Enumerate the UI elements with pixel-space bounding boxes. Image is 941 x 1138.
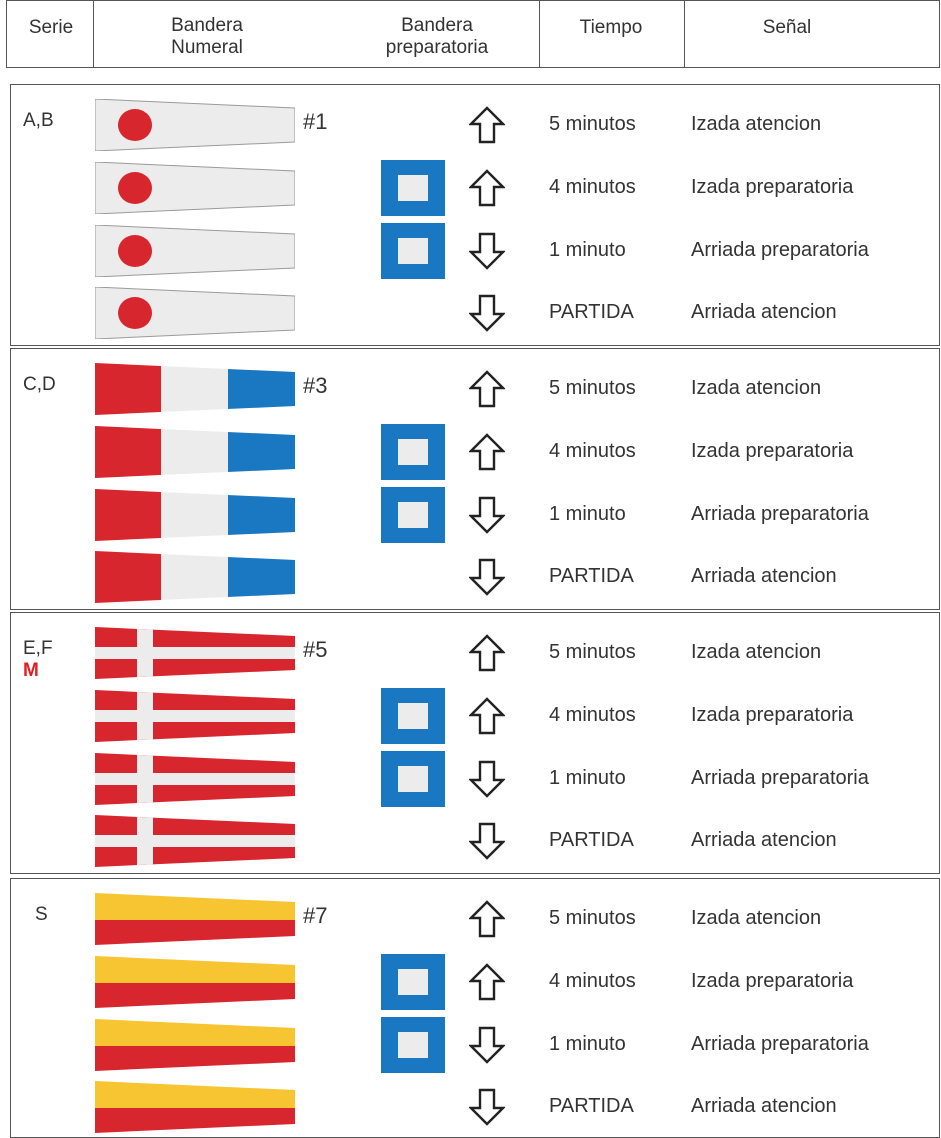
serie-extra-label: M: [23, 660, 39, 681]
serie-label: C,D: [23, 374, 56, 395]
senal-label: Arriada preparatoria: [691, 239, 869, 261]
senal-label: Arriada atencion: [691, 1095, 837, 1117]
senal-label: Izada atencion: [691, 377, 822, 399]
numeral-label: #5: [303, 637, 328, 662]
header-bandera-numeral: Bandera Numeral: [117, 15, 297, 59]
arrow-up-icon: [468, 697, 506, 735]
senal-label: Arriada preparatoria: [691, 503, 869, 525]
senal-label: Izada atencion: [691, 641, 822, 663]
preparatory-flag: [381, 223, 445, 279]
numeral-pennant-pennant-7: [95, 893, 295, 950]
senal-label: Izada preparatoria: [691, 440, 854, 462]
tiempo-label: 4 minutos: [549, 704, 636, 726]
senal-label: Izada atencion: [691, 113, 822, 135]
numeral-pennant-pennant-3: [95, 363, 295, 420]
numeral-pennant-pennant-1: [94, 286, 296, 344]
header-numeral-line1: Bandera: [171, 15, 243, 36]
senal-label: Arriada atencion: [691, 565, 837, 587]
header-divider: [93, 1, 94, 67]
arrow-down-icon: [468, 496, 506, 534]
numeral-pennant-pennant-5: [95, 627, 295, 684]
numeral-label: #3: [303, 373, 328, 398]
table-header: Serie Bandera Numeral Bandera preparator…: [6, 0, 940, 68]
senal-label: Arriada preparatoria: [691, 767, 869, 789]
tiempo-label: PARTIDA: [549, 565, 634, 587]
numeral-pennant-pennant-5: [95, 690, 295, 747]
numeral-pennant-pennant-7: [95, 1081, 295, 1138]
header-numeral-line2: Numeral: [171, 37, 243, 58]
senal-label: Arriada preparatoria: [691, 1033, 869, 1055]
arrow-up-icon: [468, 433, 506, 471]
arrow-down-icon: [468, 558, 506, 596]
arrow-down-icon: [468, 294, 506, 332]
preparatory-flag: [381, 1017, 445, 1073]
tiempo-label: 4 minutos: [549, 970, 636, 992]
preparatory-flag: [381, 751, 445, 807]
signal-group: E,F M #5 5 minutos Izada atencion 4 minutos Iz…: [10, 612, 940, 874]
arrow-down-icon: [468, 232, 506, 270]
tiempo-label: 1 minuto: [549, 767, 626, 789]
senal-label: Izada atencion: [691, 907, 822, 929]
header-tiempo: Tiempo: [579, 17, 643, 38]
header-prep-line1: Bandera: [401, 15, 473, 36]
preparatory-flag: [381, 424, 445, 480]
signal-group: C,D #3 5 minutos Izada atencion 4 minutos Iza…: [10, 348, 940, 610]
tiempo-label: 1 minuto: [549, 503, 626, 525]
serie-label: E,F: [23, 638, 53, 659]
tiempo-label: PARTIDA: [549, 1095, 634, 1117]
arrow-down-icon: [468, 760, 506, 798]
tiempo-label: PARTIDA: [549, 301, 634, 323]
numeral-label: #7: [303, 903, 328, 928]
senal-label: Arriada atencion: [691, 829, 837, 851]
tiempo-label: 5 minutos: [549, 113, 636, 135]
serie-label: S: [35, 904, 48, 925]
arrow-down-icon: [468, 822, 506, 860]
header-serie: Serie: [28, 17, 74, 38]
tiempo-label: 5 minutos: [549, 377, 636, 399]
tiempo-label: 1 minuto: [549, 239, 626, 261]
tiempo-label: 4 minutos: [549, 440, 636, 462]
arrow-up-icon: [468, 963, 506, 1001]
signal-group: A,B #1 5 minutos Izada atencion 4 minutos Iza…: [10, 84, 940, 346]
numeral-pennant-pennant-3: [95, 489, 295, 546]
numeral-pennant-pennant-3: [95, 551, 295, 608]
tiempo-label: 1 minuto: [549, 1033, 626, 1055]
header-bandera-preparatoria: Bandera preparatoria: [337, 15, 537, 59]
senal-label: Izada preparatoria: [691, 176, 854, 198]
tiempo-label: 5 minutos: [549, 907, 636, 929]
numeral-pennant-pennant-1: [94, 161, 296, 219]
numeral-pennant-pennant-3: [95, 426, 295, 483]
numeral-pennant-pennant-7: [95, 956, 295, 1013]
arrow-up-icon: [468, 634, 506, 672]
numeral-pennant-pennant-1: [94, 224, 296, 282]
preparatory-flag: [381, 160, 445, 216]
signal-group: S #7 5 minutos Izada atencion 4 minutos Izada…: [10, 878, 940, 1138]
numeral-pennant-pennant-5: [95, 815, 295, 872]
preparatory-flag: [381, 487, 445, 543]
senal-label: Izada preparatoria: [691, 970, 854, 992]
arrow-up-icon: [468, 900, 506, 938]
senal-label: Arriada atencion: [691, 301, 837, 323]
tiempo-label: 5 minutos: [549, 641, 636, 663]
senal-label: Izada preparatoria: [691, 704, 854, 726]
numeral-label: #1: [303, 109, 328, 134]
arrow-down-icon: [468, 1026, 506, 1064]
arrow-up-icon: [468, 370, 506, 408]
numeral-pennant-pennant-5: [95, 753, 295, 810]
arrow-down-icon: [468, 1088, 506, 1126]
arrow-up-icon: [468, 106, 506, 144]
arrow-up-icon: [468, 169, 506, 207]
numeral-pennant-pennant-7: [95, 1019, 295, 1076]
serie-label: A,B: [23, 110, 54, 131]
preparatory-flag: [381, 954, 445, 1010]
numeral-pennant-pennant-1: [94, 98, 296, 156]
header-senal: Señal: [762, 17, 812, 38]
tiempo-label: PARTIDA: [549, 829, 634, 851]
tiempo-label: 4 minutos: [549, 176, 636, 198]
preparatory-flag: [381, 688, 445, 744]
header-divider: [684, 1, 685, 67]
header-divider: [539, 1, 540, 67]
header-prep-line2: preparatoria: [385, 37, 489, 58]
